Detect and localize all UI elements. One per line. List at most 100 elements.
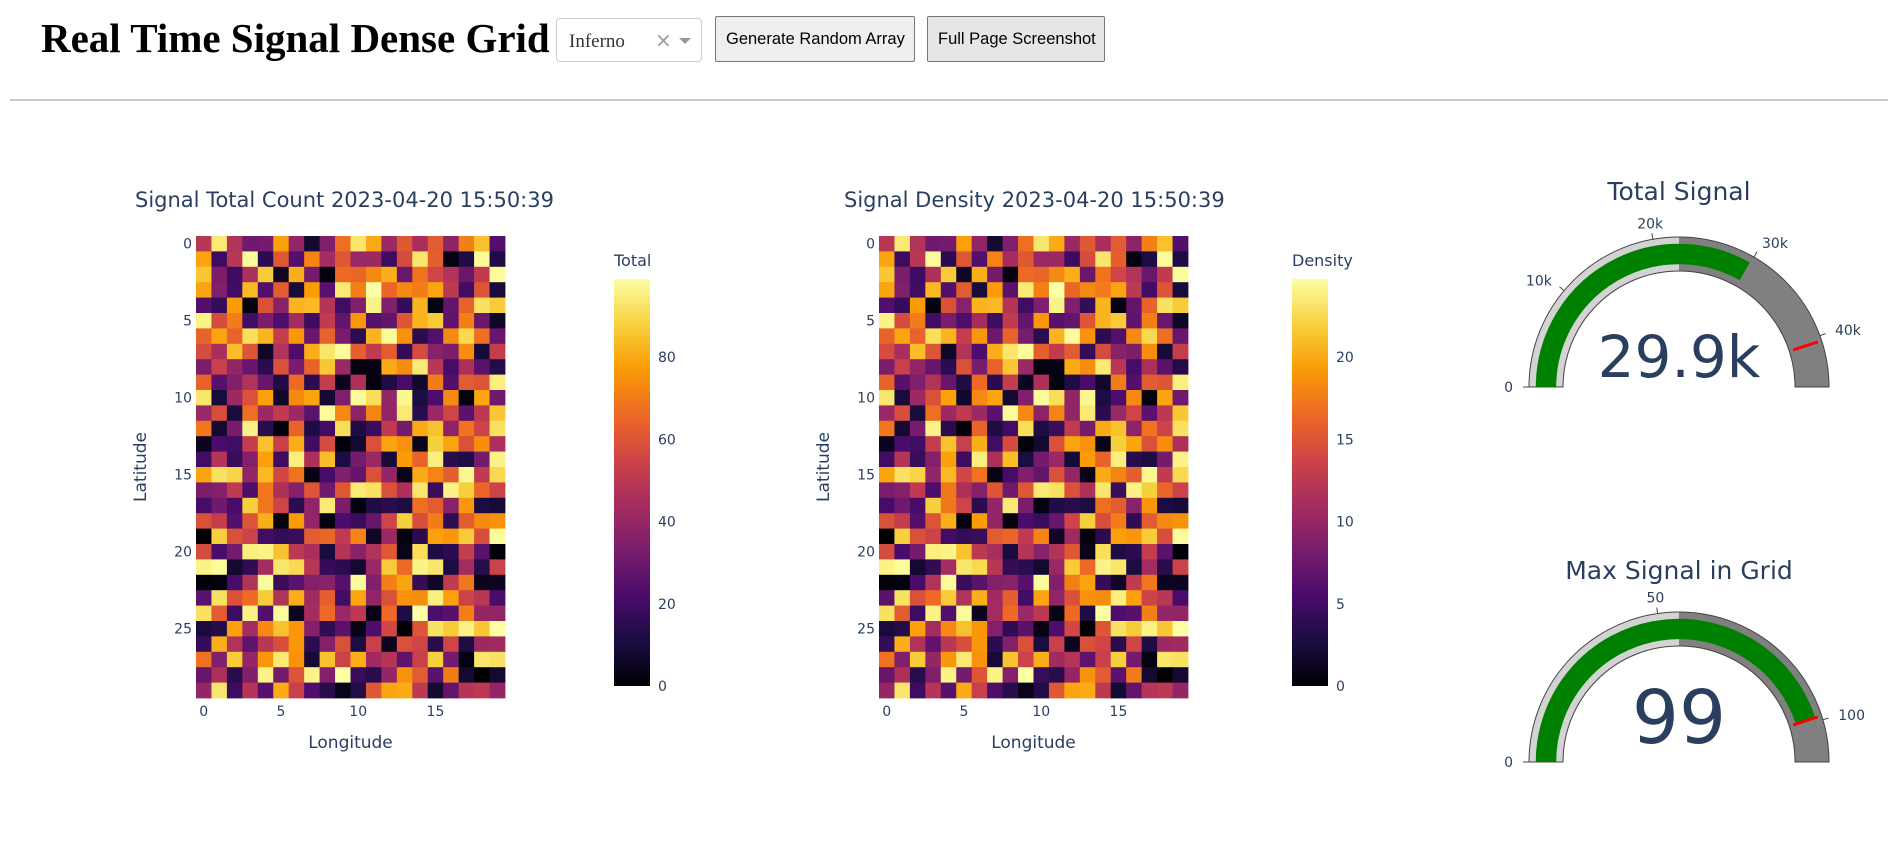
heatmap-cell xyxy=(1110,467,1127,483)
heatmap-cell xyxy=(1079,390,1096,406)
heatmap-cell xyxy=(1048,405,1065,422)
heatmap-cell xyxy=(940,590,957,606)
gauge-tick-label: 30k xyxy=(1762,236,1789,252)
heatmap-cell xyxy=(273,590,290,606)
colormap-dropdown[interactable]: Inferno × xyxy=(556,18,702,62)
heatmap-cell xyxy=(956,497,973,514)
heatmap-cell xyxy=(396,467,413,483)
heatmap-cell xyxy=(971,559,988,576)
heatmap-cell xyxy=(1018,266,1034,283)
heatmap-cell xyxy=(304,282,320,298)
heatmap-cell xyxy=(335,343,351,360)
heatmap-cell xyxy=(443,266,460,283)
heatmap-cell xyxy=(257,451,274,468)
heatmap-cell xyxy=(288,282,305,298)
heatmap-cell xyxy=(1157,313,1173,329)
heatmap-cell xyxy=(1157,528,1173,545)
heatmap-cell xyxy=(412,297,429,314)
heatmap-cell xyxy=(1033,482,1050,499)
heatmap-cell xyxy=(474,236,490,252)
x-axis-label: Longitude xyxy=(991,733,1076,753)
heatmap-cell xyxy=(1172,590,1189,606)
heatmap-cell xyxy=(1110,574,1127,591)
heatmap-cell xyxy=(196,328,212,345)
heatmap-cell xyxy=(458,513,475,529)
heatmap-cell xyxy=(350,328,367,345)
heatmap-cell xyxy=(1157,590,1173,606)
generate-random-array-button[interactable]: Generate Random Array xyxy=(715,16,915,62)
heatmap-cell xyxy=(443,636,460,653)
heatmap-cell xyxy=(909,559,926,576)
heatmap-cell xyxy=(909,574,926,591)
heatmap-cell xyxy=(987,313,1003,329)
heatmap-cell xyxy=(1172,451,1189,468)
clear-icon[interactable]: × xyxy=(655,28,672,52)
heatmap-cell xyxy=(909,451,926,468)
heatmap-cell xyxy=(925,544,942,560)
colorbar-tick-label: 60 xyxy=(658,432,676,448)
heatmap-cell xyxy=(381,467,398,483)
heatmap-cell xyxy=(1110,282,1127,298)
heatmap-cell xyxy=(1141,621,1158,637)
heatmap-cell xyxy=(987,266,1003,283)
heatmap-cell xyxy=(1126,621,1143,637)
heatmap-cell xyxy=(443,313,460,329)
heatmap-cell xyxy=(1079,682,1096,699)
heatmap-cell xyxy=(956,651,973,668)
heatmap-cell xyxy=(396,574,413,591)
heatmap-cell xyxy=(304,497,320,514)
heatmap-cell xyxy=(1002,251,1019,268)
heatmap-cell xyxy=(1064,343,1081,360)
heatmap-cell xyxy=(335,236,351,252)
heatmap-cell xyxy=(427,559,444,576)
heatmap-cell xyxy=(443,682,460,699)
heatmap-cell xyxy=(940,266,957,283)
full-page-screenshot-button[interactable]: Full Page Screenshot xyxy=(927,16,1105,62)
heatmap-cell xyxy=(288,436,305,452)
heatmap-cell xyxy=(1033,451,1050,468)
heatmap-cell xyxy=(1048,513,1065,529)
heatmap-cell xyxy=(412,605,429,622)
chevron-down-icon[interactable] xyxy=(679,38,691,44)
heatmap-cell xyxy=(1002,282,1019,298)
heatmap-cell xyxy=(987,374,1003,391)
heatmap-cell xyxy=(257,497,274,514)
colorbar xyxy=(1292,279,1328,686)
heatmap-cell xyxy=(350,682,367,699)
heatmap-cell xyxy=(940,497,957,514)
heatmap-cell xyxy=(211,559,228,576)
heatmap-cell xyxy=(1079,282,1096,298)
heatmap-cell xyxy=(458,236,475,252)
heatmap-cell xyxy=(304,420,320,437)
heatmap-cell xyxy=(489,313,506,329)
heatmap-cell xyxy=(894,636,911,653)
heatmap-cell xyxy=(925,513,942,529)
heatmap-cell xyxy=(381,328,398,345)
heatmap-cell xyxy=(350,497,367,514)
heatmap-cell xyxy=(365,390,382,406)
heatmap-cell xyxy=(1033,651,1050,668)
heatmap-cell xyxy=(365,482,382,499)
heatmap-cell xyxy=(1033,513,1050,529)
heatmap-cell xyxy=(1141,390,1158,406)
heatmap-cell xyxy=(242,236,259,252)
heatmap-cell xyxy=(211,266,228,283)
heatmap-cell xyxy=(971,467,988,483)
heatmap-cell xyxy=(1079,420,1096,437)
heatmap-cell xyxy=(427,590,444,606)
heatmap-cell xyxy=(1095,328,1112,345)
heatmap-cell xyxy=(412,359,429,375)
heatmap-cell xyxy=(909,405,926,422)
y-axis-label: Latitude xyxy=(814,432,834,502)
heatmap-cell xyxy=(489,236,506,252)
heatmap-cell xyxy=(909,390,926,406)
heatmap-cell xyxy=(474,405,490,422)
heatmap-cell xyxy=(365,590,382,606)
heatmap-cell xyxy=(226,497,243,514)
heatmap-cell xyxy=(489,405,506,422)
heatmap-cell xyxy=(956,636,973,653)
heatmap-cell xyxy=(412,636,429,653)
heatmap-cell xyxy=(1157,451,1173,468)
heatmap-cell xyxy=(458,682,475,699)
